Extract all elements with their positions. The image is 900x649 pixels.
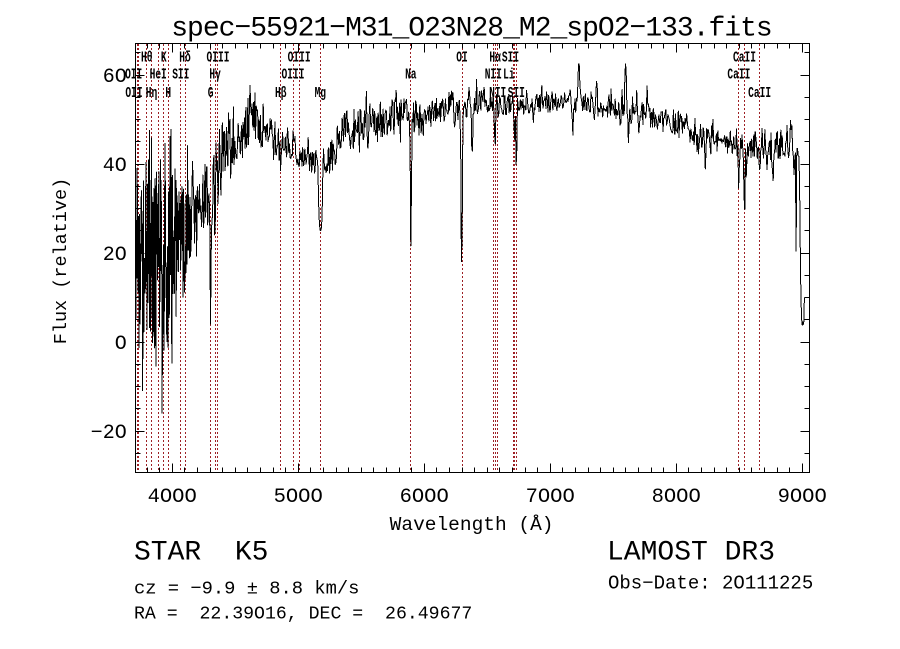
svg-text:Wavelength (Å): Wavelength (Å) [390, 514, 554, 536]
svg-text:OIII: OIII [207, 50, 230, 67]
svg-text:Flux (relative): Flux (relative) [51, 178, 72, 345]
svg-text:Li: Li [503, 67, 514, 84]
svg-text:CaII: CaII [727, 67, 750, 84]
svg-text:OII: OII [125, 67, 142, 84]
svg-text:Hθ: Hθ [141, 50, 152, 67]
svg-text:6O: 6O [103, 66, 127, 89]
svg-text:H: H [165, 85, 171, 102]
svg-text:RA = 22.39O16, DEC = 26.4967: RA = 22.39O16, DEC = 26.49677 [134, 605, 472, 625]
svg-text:4O: 4O [103, 155, 127, 178]
svg-text:NII: NII [485, 67, 502, 84]
svg-text:CaII: CaII [748, 85, 771, 102]
svg-text:LAMOST DR3: LAMOST DR3 [607, 538, 775, 569]
svg-text:Hα: Hα [489, 50, 501, 67]
svg-text:8OOO: 8OOO [652, 486, 701, 509]
svg-text:OI: OI [456, 50, 467, 67]
svg-text:OII: OII [125, 85, 142, 102]
svg-text:Obs−Date: 2O111225: Obs−Date: 2O111225 [608, 573, 813, 595]
svg-text:spec−55921−M31_O23N28_M2_spO2−: spec−55921−M31_O23N28_M2_spO2−133.fits [171, 14, 772, 45]
svg-text:Hδ: Hδ [179, 50, 190, 67]
svg-text:STAR K5: STAR K5 [134, 538, 268, 569]
svg-text:−2O: −2O [91, 422, 127, 445]
svg-text:Hη: Hη [146, 85, 157, 102]
svg-text:HeI: HeI [150, 67, 167, 84]
svg-text:5OOO: 5OOO [274, 486, 323, 509]
svg-text:2O: 2O [103, 244, 127, 267]
svg-text:cz = −9.9 ± 8.8 km/s: cz = −9.9 ± 8.8 km/s [134, 578, 359, 600]
svg-text:SII: SII [502, 50, 519, 67]
svg-text:K: K [161, 50, 167, 67]
svg-text:SII: SII [508, 85, 525, 102]
svg-text:7OOO: 7OOO [526, 486, 575, 509]
svg-text:Mg: Mg [315, 85, 326, 102]
svg-text:Hγ: Hγ [209, 67, 221, 84]
svg-text:6OOO: 6OOO [400, 486, 449, 509]
svg-text:G: G [208, 85, 214, 102]
svg-text:O: O [115, 333, 127, 356]
svg-text:CaII: CaII [733, 50, 756, 67]
svg-text:9OOO: 9OOO [778, 486, 827, 509]
svg-text:SII: SII [172, 67, 189, 84]
svg-text:Hβ: Hβ [275, 85, 287, 102]
svg-text:NII: NII [489, 85, 506, 102]
svg-text:Na: Na [405, 67, 417, 84]
svg-text:OIII: OIII [288, 50, 311, 67]
svg-text:OIII: OIII [282, 67, 305, 84]
svg-text:4OOO: 4OOO [148, 486, 197, 509]
